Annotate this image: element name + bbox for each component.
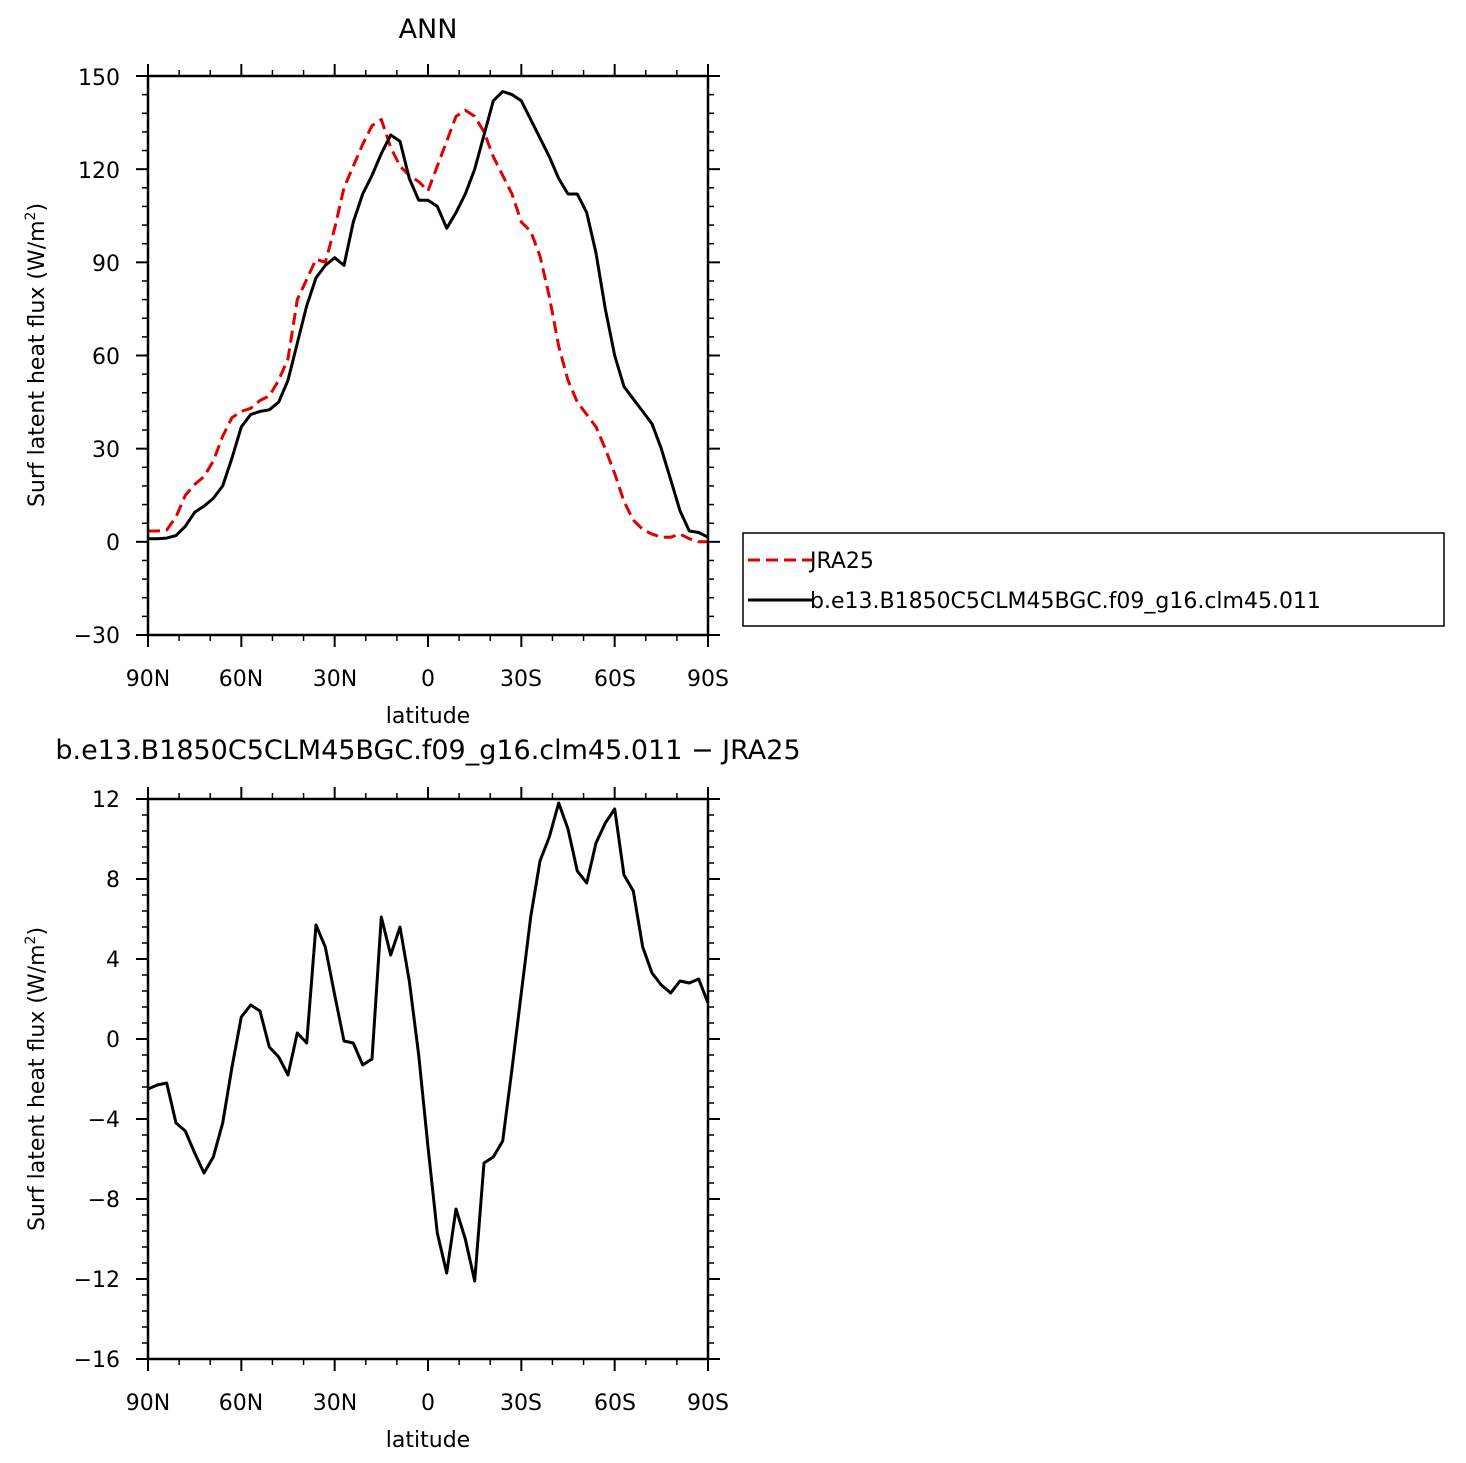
legend-label-jra25: JRA25 bbox=[808, 549, 874, 574]
top-x-tick-label: 30S bbox=[500, 667, 542, 692]
top-panel: ANN Surf latent heat flux (W/m2) latitud… bbox=[23, 14, 729, 729]
top-y-tick-label: −30 bbox=[74, 624, 120, 649]
legend-box bbox=[742, 532, 1445, 627]
top-axis-ticks bbox=[136, 64, 720, 647]
top-y-tick-label: 0 bbox=[106, 531, 120, 556]
top-y-tick-label: 90 bbox=[92, 252, 120, 277]
top-y-axis-label: Surf latent heat flux (W/m2) bbox=[23, 203, 50, 507]
top-series-line-0 bbox=[148, 108, 708, 544]
bottom-x-tick-label: 90S bbox=[687, 1391, 729, 1416]
bottom-y-tick-label: −4 bbox=[88, 1108, 120, 1133]
top-x-tick-label: 90S bbox=[687, 667, 729, 692]
bottom-y-tick-label: 8 bbox=[106, 868, 120, 893]
bottom-x-tick-label: 0 bbox=[421, 1391, 435, 1416]
bottom-y-tick-label: −16 bbox=[74, 1348, 120, 1373]
bottom-x-axis-label: latitude bbox=[386, 1428, 470, 1453]
bottom-x-tick-label: 30S bbox=[500, 1391, 542, 1416]
bottom-plot-frame bbox=[146, 797, 710, 1361]
top-x-axis-label: latitude bbox=[386, 704, 470, 729]
bottom-y-tick-label: 12 bbox=[92, 788, 120, 813]
top-x-tick-label: 90N bbox=[126, 667, 170, 692]
top-y-tick-label: 60 bbox=[92, 345, 120, 370]
top-plot-frame bbox=[146, 74, 710, 637]
bottom-tick-labels: −16 −12 −8 −4 0 4 8 12 90N 60N 30N 0 30S… bbox=[74, 788, 729, 1416]
top-series-group bbox=[148, 90, 709, 544]
top-series-line-1 bbox=[148, 90, 709, 541]
bottom-x-tick-label: 30N bbox=[313, 1391, 357, 1416]
bottom-series-group bbox=[147, 801, 710, 1283]
bottom-axis-ticks bbox=[136, 787, 720, 1371]
bottom-y-tick-label: −12 bbox=[74, 1268, 120, 1293]
legend-label-model: b.e13.B1850C5CLM45BGC.f09_g16.clm45.011 bbox=[810, 589, 1321, 614]
top-x-tick-label: 0 bbox=[421, 667, 435, 692]
top-y-tick-label: 150 bbox=[78, 66, 120, 91]
bottom-y-axis-label: Surf latent heat flux (W/m2) bbox=[23, 927, 50, 1231]
bottom-chart-title: b.e13.B1850C5CLM45BGC.f09_g16.clm45.011 … bbox=[55, 735, 800, 766]
bottom-series-line-0 bbox=[147, 801, 710, 1283]
bottom-x-tick-label: 90N bbox=[126, 1391, 170, 1416]
top-tick-labels: −30 0 30 60 90 120 150 90N 60N 30N 0 30S… bbox=[74, 66, 729, 692]
bottom-y-tick-label: −8 bbox=[88, 1188, 120, 1213]
bottom-y-tick-label: 4 bbox=[106, 948, 120, 973]
top-chart-title: ANN bbox=[399, 14, 458, 45]
top-x-tick-label: 60S bbox=[594, 667, 636, 692]
bottom-y-tick-label: 0 bbox=[106, 1028, 120, 1053]
bottom-x-tick-label: 60S bbox=[594, 1391, 636, 1416]
legend: JRA25 b.e13.B1850C5CLM45BGC.f09_g16.clm4… bbox=[742, 532, 1445, 627]
top-y-tick-label: 30 bbox=[92, 438, 120, 463]
bottom-panel: b.e13.B1850C5CLM45BGC.f09_g16.clm45.011 … bbox=[23, 735, 801, 1453]
top-x-tick-label: 60N bbox=[219, 667, 263, 692]
top-x-tick-label: 30N bbox=[313, 667, 357, 692]
bottom-x-tick-label: 60N bbox=[219, 1391, 263, 1416]
top-y-tick-label: 120 bbox=[78, 159, 120, 184]
